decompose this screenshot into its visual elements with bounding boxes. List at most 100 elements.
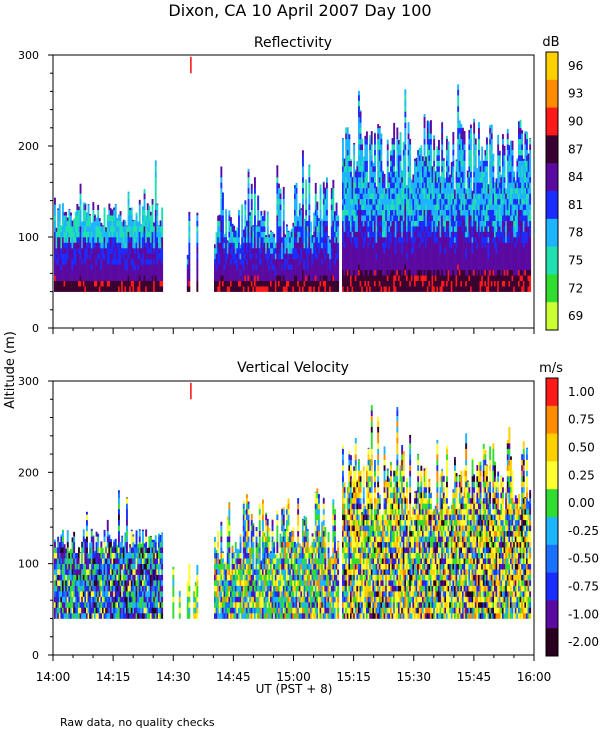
- reflectivity-cell: [246, 247, 248, 254]
- reflectivity-cell: [484, 247, 487, 254]
- reflectivity-cell: [354, 275, 357, 281]
- reflectivity-cell: [95, 269, 98, 276]
- reflectivity-cell: [476, 242, 479, 249]
- reflectivity-cell: [420, 275, 423, 281]
- reflectivity-cell: [228, 286, 231, 292]
- reflectivity-cell: [351, 215, 354, 221]
- reflectivity-cell: [342, 215, 344, 221]
- reflectivity-cell: [415, 275, 418, 281]
- reflectivity-cell: [228, 220, 231, 227]
- reflectivity-cell: [359, 182, 362, 189]
- reflectivity-cell: [364, 215, 367, 221]
- reflectivity-cell: [481, 253, 484, 260]
- reflectivity-cell: [156, 220, 159, 227]
- reflectivity-cell: [494, 237, 496, 243]
- reflectivity-cell: [342, 149, 344, 156]
- reflectivity-cell: [78, 206, 80, 210]
- reflectivity-cell: [468, 171, 471, 178]
- reflectivity-cell: [154, 204, 157, 210]
- reflectivity-cell: [94, 214, 96, 216]
- reflectivity-cell: [417, 166, 420, 172]
- reflectivity-cell: [458, 280, 461, 287]
- reflectivity-cell: [108, 203, 111, 205]
- reflectivity-cell: [358, 127, 360, 134]
- reflectivity-cell: [498, 269, 501, 276]
- reflectivity-cell: [422, 280, 424, 287]
- reflectivity-cell: [420, 220, 423, 227]
- reflectivity-cell: [359, 149, 362, 156]
- reflectivity-cell: [90, 237, 93, 243]
- reflectivity-cell: [343, 275, 346, 281]
- reflectivity-cell: [393, 275, 396, 281]
- reflectivity-cell: [353, 155, 356, 161]
- reflectivity-cell: [335, 202, 338, 205]
- reflectivity-cell: [118, 237, 120, 243]
- reflectivity-cell: [220, 253, 223, 260]
- reflectivity-cell: [495, 247, 498, 254]
- reflectivity-cell: [342, 226, 344, 232]
- reflectivity-cell: [417, 204, 420, 210]
- reflectivity-cell: [353, 242, 356, 249]
- reflectivity-cell: [266, 286, 269, 292]
- reflectivity-cell: [130, 231, 133, 238]
- reflectivity-cell: [490, 269, 493, 276]
- reflectivity-cell: [382, 204, 384, 210]
- reflectivity-cell: [385, 231, 388, 238]
- reflectivity-cell: [134, 231, 136, 238]
- reflectivity-cell: [396, 275, 399, 281]
- reflectivity-cell: [238, 242, 240, 249]
- reflectivity-cell: [76, 286, 79, 292]
- reflectivity-cell: [314, 215, 317, 221]
- reflectivity-cell: [150, 231, 152, 238]
- reflectivity-cell: [297, 226, 300, 232]
- reflectivity-cell: [342, 166, 344, 172]
- reflectivity-cell: [98, 247, 101, 254]
- reflectivity-cell: [294, 193, 296, 200]
- reflectivity-cell: [482, 193, 485, 200]
- reflectivity-cell: [138, 204, 141, 210]
- reflectivity-cell: [378, 127, 381, 134]
- reflectivity-cell: [441, 171, 444, 178]
- reflectivity-cell: [412, 275, 415, 281]
- reflectivity-cell: [84, 280, 87, 287]
- reflectivity-cell: [68, 226, 71, 232]
- reflectivity-cell: [57, 220, 60, 227]
- reflectivity-cell: [127, 209, 130, 216]
- reflectivity-cell: [81, 286, 84, 292]
- reflectivity-cell: [428, 264, 431, 271]
- reflectivity-cell: [305, 275, 308, 281]
- reflectivity-cell: [474, 138, 477, 145]
- reflectivity-cell: [460, 220, 463, 227]
- reflectivity-cell: [327, 247, 330, 254]
- reflectivity-cell: [234, 269, 237, 276]
- reflectivity-cell: [394, 275, 397, 281]
- reflectivity-cell: [428, 242, 431, 249]
- reflectivity-cell: [426, 127, 429, 134]
- reflectivity-cell: [398, 204, 400, 210]
- reflectivity-cell: [430, 264, 432, 271]
- reflectivity-cell: [378, 133, 381, 140]
- reflectivity-cell: [367, 242, 370, 249]
- reflectivity-cell: [108, 269, 111, 276]
- reflectivity-cell: [146, 220, 149, 227]
- reflectivity-cell: [118, 242, 120, 249]
- reflectivity-cell: [446, 171, 448, 178]
- reflectivity-cell: [407, 171, 410, 178]
- reflectivity-cell: [70, 264, 72, 271]
- reflectivity-cell: [298, 215, 301, 221]
- reflectivity-cell: [369, 171, 372, 178]
- reflectivity-cell: [258, 231, 261, 238]
- reflectivity-cell: [348, 134, 351, 140]
- reflectivity-cell: [457, 122, 460, 129]
- reflectivity-cell: [458, 258, 461, 265]
- reflectivity-cell: [426, 286, 429, 292]
- reflectivity-cell: [378, 286, 381, 292]
- reflectivity-cell: [119, 215, 122, 221]
- reflectivity-cell: [398, 269, 400, 276]
- reflectivity-cell: [374, 160, 376, 167]
- reflectivity-cell: [458, 253, 461, 260]
- reflectivity-cell: [377, 280, 380, 287]
- reflectivity-cell: [254, 264, 256, 271]
- reflectivity-cell: [386, 264, 389, 271]
- reflectivity-cell: [417, 264, 420, 271]
